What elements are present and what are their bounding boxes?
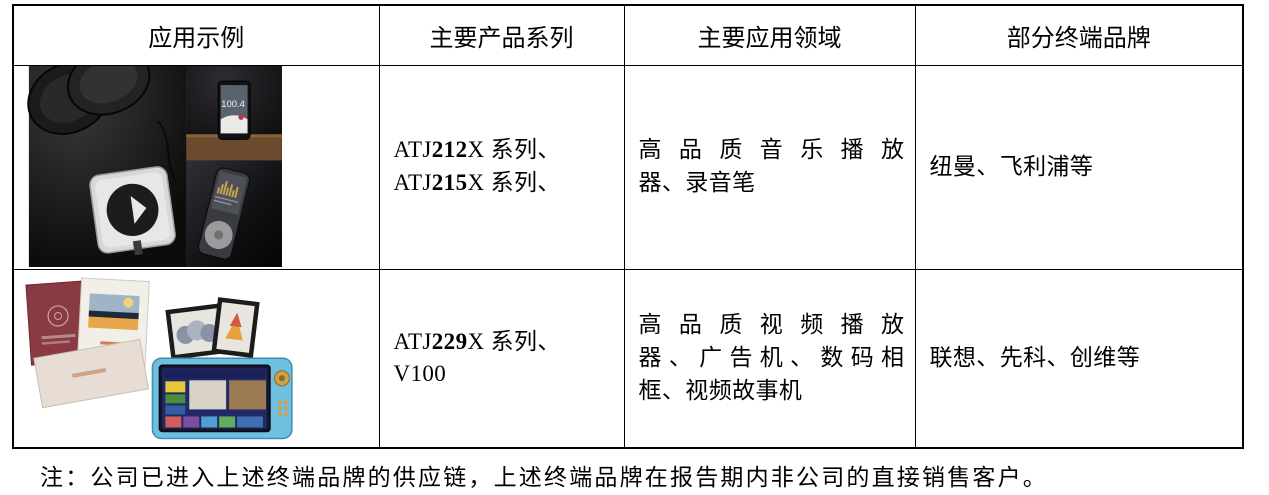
svg-text:100.4: 100.4 — [221, 99, 245, 110]
